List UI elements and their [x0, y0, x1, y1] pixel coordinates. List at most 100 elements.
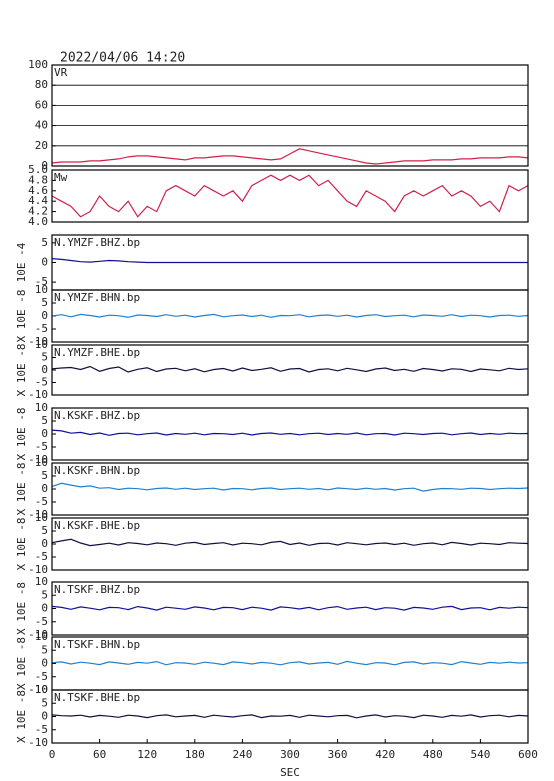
panel-frame	[51, 407, 529, 461]
x-tick-label: 540	[470, 748, 490, 761]
panel-label: N.TSKF.BHE.bp	[54, 691, 140, 704]
y-tick-label: 0	[41, 657, 48, 670]
y-tick-label: 4.6	[28, 184, 48, 197]
x-tick-label: 0	[49, 748, 56, 761]
x-tick-label: 600	[518, 748, 538, 761]
series-line	[51, 714, 529, 719]
series-line	[51, 148, 529, 165]
y-tick-label: -5	[35, 440, 48, 453]
y-tick-label: -5	[35, 495, 48, 508]
y-tick-label: -5	[35, 615, 48, 628]
panel-frame	[51, 169, 529, 223]
series-line	[51, 365, 529, 373]
y-tick-label: 5	[41, 351, 48, 364]
chart-title: 2022/04/06 14:20	[60, 51, 185, 66]
panel-label: N.YMZF.BHN.bp	[54, 291, 140, 304]
panel-frame	[51, 517, 529, 571]
y-tick-label: -5	[35, 550, 48, 563]
y-tick-label: 5	[41, 414, 48, 427]
y-tick-label: 0	[41, 309, 48, 322]
y-tick-label: 5	[41, 588, 48, 601]
y-tick-label: 0	[41, 710, 48, 723]
x-tick-label: 360	[328, 748, 348, 761]
y-tick-label: 0	[41, 159, 48, 172]
y-tick-label: 5	[41, 524, 48, 537]
series-line	[51, 482, 529, 492]
y-axis-label: X 10E -8	[15, 344, 28, 397]
series-line	[51, 605, 529, 611]
y-axis-label: X 10E -8	[15, 582, 28, 635]
y-tick-label: -10	[28, 335, 48, 348]
y-tick-label: -5	[35, 723, 48, 736]
y-tick-label: 4.0	[28, 215, 48, 228]
y-tick-label: -10	[28, 508, 48, 521]
x-tick-label: 240	[232, 748, 252, 761]
y-tick-label: 5	[41, 643, 48, 656]
series-line	[51, 538, 529, 547]
y-tick-label: -10	[28, 683, 48, 696]
series-line	[51, 660, 529, 666]
y-tick-label: 4.8	[28, 173, 48, 186]
x-tick-label: 300	[280, 748, 300, 761]
x-tick-label: 420	[375, 748, 395, 761]
panel-frame	[51, 289, 529, 343]
y-tick-label: 80	[35, 78, 48, 91]
y-tick-label: 10	[35, 630, 48, 643]
panel-frame	[51, 344, 529, 396]
y-tick-label: 5.0	[28, 163, 48, 176]
y-tick-label: 10	[35, 575, 48, 588]
y-tick-label: -5	[35, 322, 48, 335]
y-tick-label: -5	[35, 275, 48, 288]
panel-label: N.TSKF.BHN.bp	[54, 638, 140, 651]
panel-label: Mw	[54, 171, 68, 184]
y-axis-label: X 10E -8	[15, 518, 28, 571]
y-axis-label: X 10E -8	[15, 463, 28, 516]
panel-label: N.YMZF.BHZ.bp	[54, 236, 140, 249]
y-axis-label: X 10E -8	[15, 408, 28, 461]
panel-label: N.KSKF.BHZ.bp	[54, 409, 140, 422]
y-tick-label: -10	[28, 628, 48, 641]
panel-label: N.KSKF.BHE.bp	[54, 519, 140, 532]
y-tick-label: 5	[41, 296, 48, 309]
panel-label: N.TSKF.BHZ.bp	[54, 583, 140, 596]
x-tick-label: 60	[93, 748, 106, 761]
y-tick-label: -10	[28, 453, 48, 466]
panel-label: VR	[54, 66, 68, 79]
y-tick-label: 10	[35, 338, 48, 351]
y-tick-label: 0	[41, 537, 48, 550]
panel-label: N.KSKF.BHN.bp	[54, 464, 140, 477]
y-tick-label: -10	[28, 388, 48, 401]
y-tick-label: -10	[28, 563, 48, 576]
y-axis-label: X 10E -8	[15, 637, 28, 690]
y-tick-label: 5	[41, 696, 48, 709]
panel-frame	[51, 581, 529, 636]
y-tick-label: 0	[41, 256, 48, 269]
y-tick-label: 10	[35, 283, 48, 296]
y-tick-label: 60	[35, 98, 48, 111]
y-tick-label: 20	[35, 139, 48, 152]
x-tick-label: 120	[137, 748, 157, 761]
y-tick-label: -5	[35, 670, 48, 683]
y-tick-label: 10	[35, 511, 48, 524]
y-tick-label: 4.4	[28, 194, 48, 207]
y-tick-label: 10	[35, 401, 48, 414]
y-tick-label: 10	[35, 683, 48, 696]
y-tick-label: -10	[28, 736, 48, 749]
series-line	[51, 313, 529, 318]
y-axis-label: X 10E -8	[15, 690, 28, 743]
x-tick-label: 180	[185, 748, 205, 761]
y-tick-label: 0	[41, 363, 48, 376]
y-tick-label: 0	[41, 602, 48, 615]
y-tick-label: 0	[41, 482, 48, 495]
x-tick-label: 480	[423, 748, 443, 761]
x-axis-label: SEC	[280, 766, 300, 779]
y-tick-label: 5	[41, 469, 48, 482]
panel-label: N.YMZF.BHE.bp	[54, 346, 140, 359]
panel-frame	[51, 462, 529, 516]
y-tick-label: 10	[35, 456, 48, 469]
y-tick-label: 40	[35, 119, 48, 132]
series-line	[51, 258, 528, 264]
y-tick-label: 0	[41, 427, 48, 440]
y-tick-label: 100	[28, 58, 48, 71]
